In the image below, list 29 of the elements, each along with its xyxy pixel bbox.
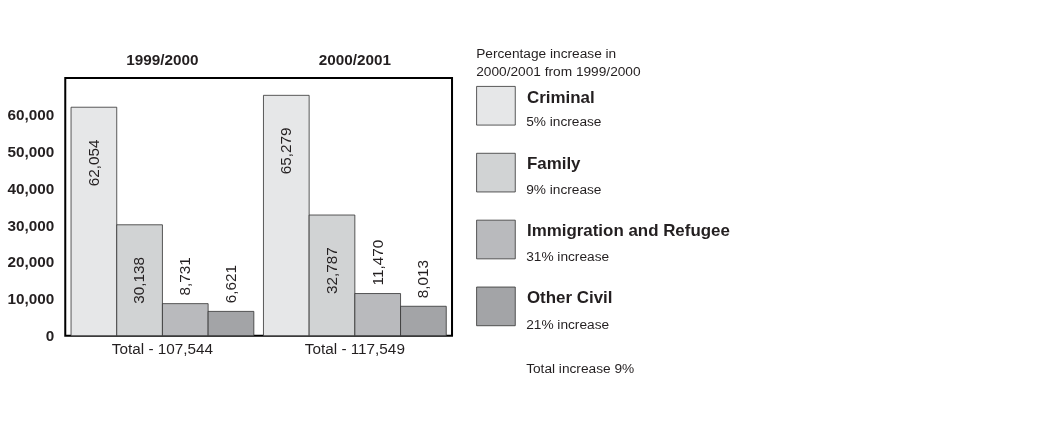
legend-label: Other Civil	[526, 288, 613, 308]
y-tick-label: 10,000	[7, 290, 55, 308]
y-tick-label: 0	[45, 327, 55, 345]
legend-label: Family	[526, 154, 582, 174]
legend-label: Immigration and Refugee	[526, 221, 730, 241]
text: 5% increase	[526, 114, 602, 130]
data-label: 30,138	[130, 257, 148, 304]
y-tick-label: 30,000	[7, 216, 55, 234]
text: 31% increase	[526, 249, 610, 265]
data-label: 32,787	[322, 247, 340, 295]
x-tick-label: 2000/2001	[318, 51, 392, 69]
y-tick-label: 20,000	[7, 253, 55, 271]
y-tick-label: 50,000	[7, 142, 55, 160]
data-label: 6,621	[221, 265, 239, 304]
text: 9% increase	[526, 181, 602, 197]
y-tick-label: 60,000	[7, 106, 55, 124]
text: Total - 117,549	[304, 340, 405, 358]
data-label: 65,279	[277, 127, 295, 175]
legend-title: Percentage increase in 2000/2001 from 1999/2000	[476, 45, 641, 80]
data-label: 8,731	[176, 257, 194, 296]
text: 21% increase	[526, 317, 610, 333]
text: Total increase 9%	[526, 360, 635, 376]
data-label: 11,470	[368, 239, 386, 286]
legend-label: Criminal	[526, 87, 595, 107]
x-tick-label: 1999/2000	[126, 51, 199, 69]
y-tick-label: 40,000	[7, 179, 55, 197]
data-label: 62,054	[84, 138, 102, 187]
data-label: 8,013	[414, 259, 432, 299]
text: Total - 107,544	[111, 340, 214, 358]
